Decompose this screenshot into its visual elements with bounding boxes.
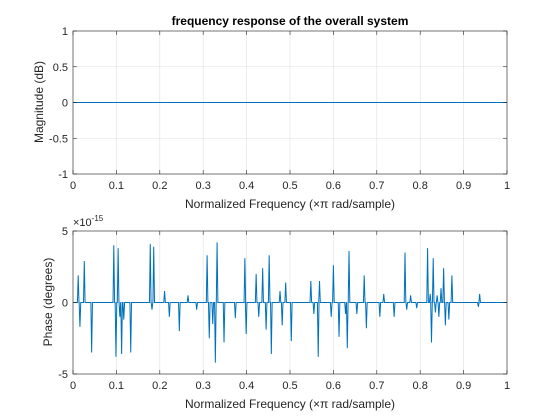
phase-x-tick-label: 0.2	[152, 380, 167, 392]
magnitude-x-tick-label: 0.2	[152, 180, 167, 192]
phase-axes: 0 0.1 0.2 0.3 0.4 0.5 0.6 0.7 0.8 0.9 1-505 ×10-15…	[41, 214, 510, 411]
magnitude-y-tick-label: 0.5	[53, 62, 68, 74]
magnitude-y-tick-label: -1	[58, 169, 68, 181]
magnitude-x-tick-label: 0.5	[282, 180, 297, 192]
phase-series-line	[73, 242, 507, 363]
magnitude-axes: 0 0.1 0.2 0.3 0.4 0.5 0.6 0.7 0.8 0.9 1 -1 -0.5 0 0.5 1…	[32, 14, 510, 211]
phase-ticks: 0 0.1 0.2 0.3 0.4 0.5 0.6 0.7 0.8 0.9 1-505	[58, 226, 510, 392]
magnitude-x-tick-label: 0.9	[456, 180, 471, 192]
magnitude-x-tick-label: 0.1	[109, 180, 124, 192]
magnitude-x-axis-label: Normalized Frequency (×π rad/sample)	[185, 197, 395, 211]
phase-x-tick-label: 0.4	[239, 380, 254, 392]
phase-series	[73, 242, 507, 363]
phase-y-exponent: -15	[92, 214, 104, 223]
magnitude-x-tick-label: 0.7	[369, 180, 384, 192]
magnitude-x-tick-label: 1	[504, 180, 510, 192]
phase-y-tick-label: -5	[58, 369, 68, 381]
phase-x-tick-label: 1	[504, 380, 510, 392]
magnitude-ticks: 0 0.1 0.2 0.3 0.4 0.5 0.6 0.7 0.8 0.9 1 -1 -0.5 0 0.5 1	[49, 26, 510, 192]
phase-y-tick-label: 5	[62, 226, 68, 238]
phase-x-tick-label: 0.3	[196, 380, 211, 392]
magnitude-x-tick-label: 0.6	[326, 180, 341, 192]
phase-x-tick-label: 0.9	[456, 380, 471, 392]
phase-x-tick-label: 0.5	[282, 380, 297, 392]
phase-y-tick-label: 0	[62, 298, 68, 310]
magnitude-x-tick-label: 0.8	[413, 180, 428, 192]
magnitude-x-tick-label: 0	[70, 180, 76, 192]
magnitude-title: frequency response of the overall system	[172, 14, 409, 28]
phase-y-multiplier: ×10	[73, 217, 92, 229]
magnitude-y-axis-label: Magnitude (dB)	[32, 61, 46, 143]
phase-x-tick-label: 0.6	[326, 380, 341, 392]
magnitude-y-tick-label: 0	[62, 98, 68, 110]
magnitude-y-tick-label: -0.5	[49, 133, 68, 145]
phase-y-exponent-label: ×10-15	[73, 214, 104, 229]
phase-x-tick-label: 0	[70, 380, 76, 392]
phase-x-tick-label: 0.1	[109, 380, 124, 392]
magnitude-x-tick-label: 0.4	[239, 180, 254, 192]
phase-x-axis-label: Normalized Frequency (×π rad/sample)	[185, 397, 395, 411]
phase-y-axis-label: Phase (degrees)	[41, 258, 55, 347]
phase-x-tick-label: 0.7	[369, 380, 384, 392]
magnitude-x-tick-label: 0.3	[196, 180, 211, 192]
magnitude-y-tick-label: 1	[62, 26, 68, 38]
phase-x-tick-label: 0.8	[413, 380, 428, 392]
